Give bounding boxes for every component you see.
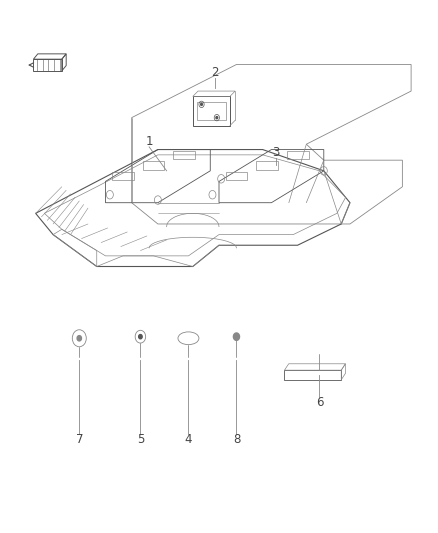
Text: 4: 4 (185, 433, 192, 446)
Text: 6: 6 (316, 395, 323, 409)
Circle shape (139, 335, 142, 339)
Circle shape (77, 336, 81, 341)
Circle shape (201, 103, 202, 106)
Circle shape (216, 117, 218, 119)
Text: 8: 8 (233, 433, 240, 446)
Text: 1: 1 (145, 135, 153, 148)
Text: 5: 5 (137, 433, 144, 446)
Circle shape (233, 333, 240, 341)
Text: 3: 3 (272, 146, 279, 159)
Text: 2: 2 (211, 66, 219, 79)
Text: 7: 7 (75, 433, 83, 446)
